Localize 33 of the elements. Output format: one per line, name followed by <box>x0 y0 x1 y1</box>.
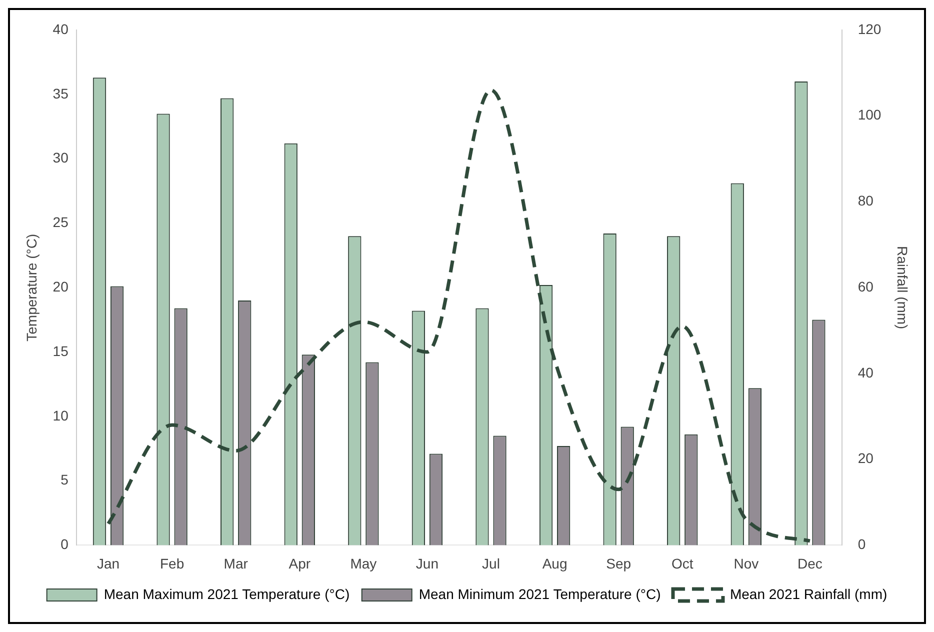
y2-tick-label: 80 <box>858 192 874 209</box>
legend-label: Mean Minimum 2021 Temperature (°C) <box>418 586 661 602</box>
y-tick-label: 30 <box>52 150 69 166</box>
y-tick-label: 10 <box>52 407 69 424</box>
x-tick-label: Mar <box>224 555 248 572</box>
x-tick-label: Oct <box>671 555 694 572</box>
x-tick-label: Feb <box>160 555 184 572</box>
legend-label: Mean Maximum 2021 Temperature (°C) <box>104 586 350 602</box>
y2-tick-label: 40 <box>858 364 874 380</box>
x-tick-label: Nov <box>734 555 759 572</box>
y-tick-label: 15 <box>52 342 69 359</box>
legend-label: Mean 2021 Rainfall (mm) <box>730 586 888 602</box>
y-tick-label: 40 <box>52 20 69 37</box>
y-axis-title: Temperature (°C) <box>23 234 40 342</box>
y2-tick-label: 0 <box>858 536 866 552</box>
y-tick-label: 25 <box>52 214 69 230</box>
y2-axis-title: Rainfall (mm) <box>894 246 911 330</box>
y-tick-label: 35 <box>52 85 69 102</box>
y2-tick-label: 120 <box>858 20 882 37</box>
x-tick-label: May <box>350 555 377 572</box>
x-tick-label: Sep <box>606 555 632 572</box>
y-tick-label: 0 <box>60 536 69 552</box>
x-tick-label: Jan <box>96 555 120 572</box>
y-tick-label: 20 <box>52 278 69 294</box>
x-tick-label: Jul <box>482 555 500 572</box>
y2-tick-label: 60 <box>858 278 874 294</box>
y2-tick-label: 100 <box>858 106 882 123</box>
x-tick-label: Jun <box>416 555 438 572</box>
x-tick-label: Aug <box>542 555 568 572</box>
x-tick-label: Apr <box>288 555 311 572</box>
y-tick-label: 5 <box>60 472 69 488</box>
x-tick-label: Dec <box>797 555 822 572</box>
y2-tick-label: 20 <box>858 450 874 466</box>
